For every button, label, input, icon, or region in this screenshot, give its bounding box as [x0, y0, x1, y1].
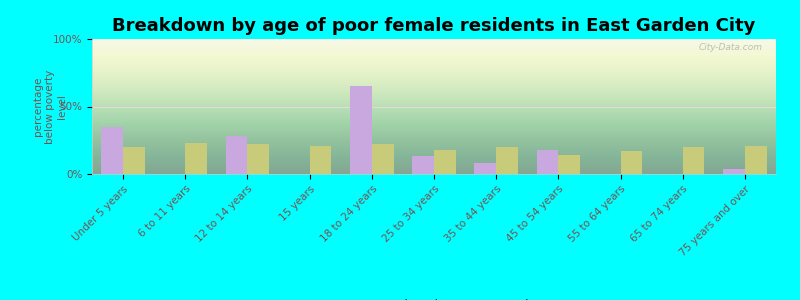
Bar	[558, 155, 580, 174]
Title: Breakdown by age of poor female residents in East Garden City: Breakdown by age of poor female resident…	[112, 17, 756, 35]
Bar	[123, 147, 145, 174]
Bar	[350, 86, 372, 174]
Legend: East Garden City, New York: East Garden City, New York	[331, 295, 537, 300]
Bar	[412, 156, 434, 174]
Bar	[496, 147, 518, 174]
Bar	[621, 151, 642, 174]
Bar	[682, 147, 705, 174]
Y-axis label: percentage
below poverty
level: percentage below poverty level	[34, 69, 66, 144]
Bar	[434, 150, 456, 174]
Bar	[537, 150, 558, 174]
Bar	[310, 146, 331, 174]
Bar	[226, 136, 247, 174]
Bar	[745, 146, 766, 174]
Bar	[723, 169, 745, 174]
Bar	[102, 127, 123, 174]
Bar	[372, 144, 394, 174]
Text: City-Data.com: City-Data.com	[698, 43, 762, 52]
Bar	[474, 163, 496, 174]
Bar	[186, 143, 207, 174]
Bar	[247, 144, 270, 174]
